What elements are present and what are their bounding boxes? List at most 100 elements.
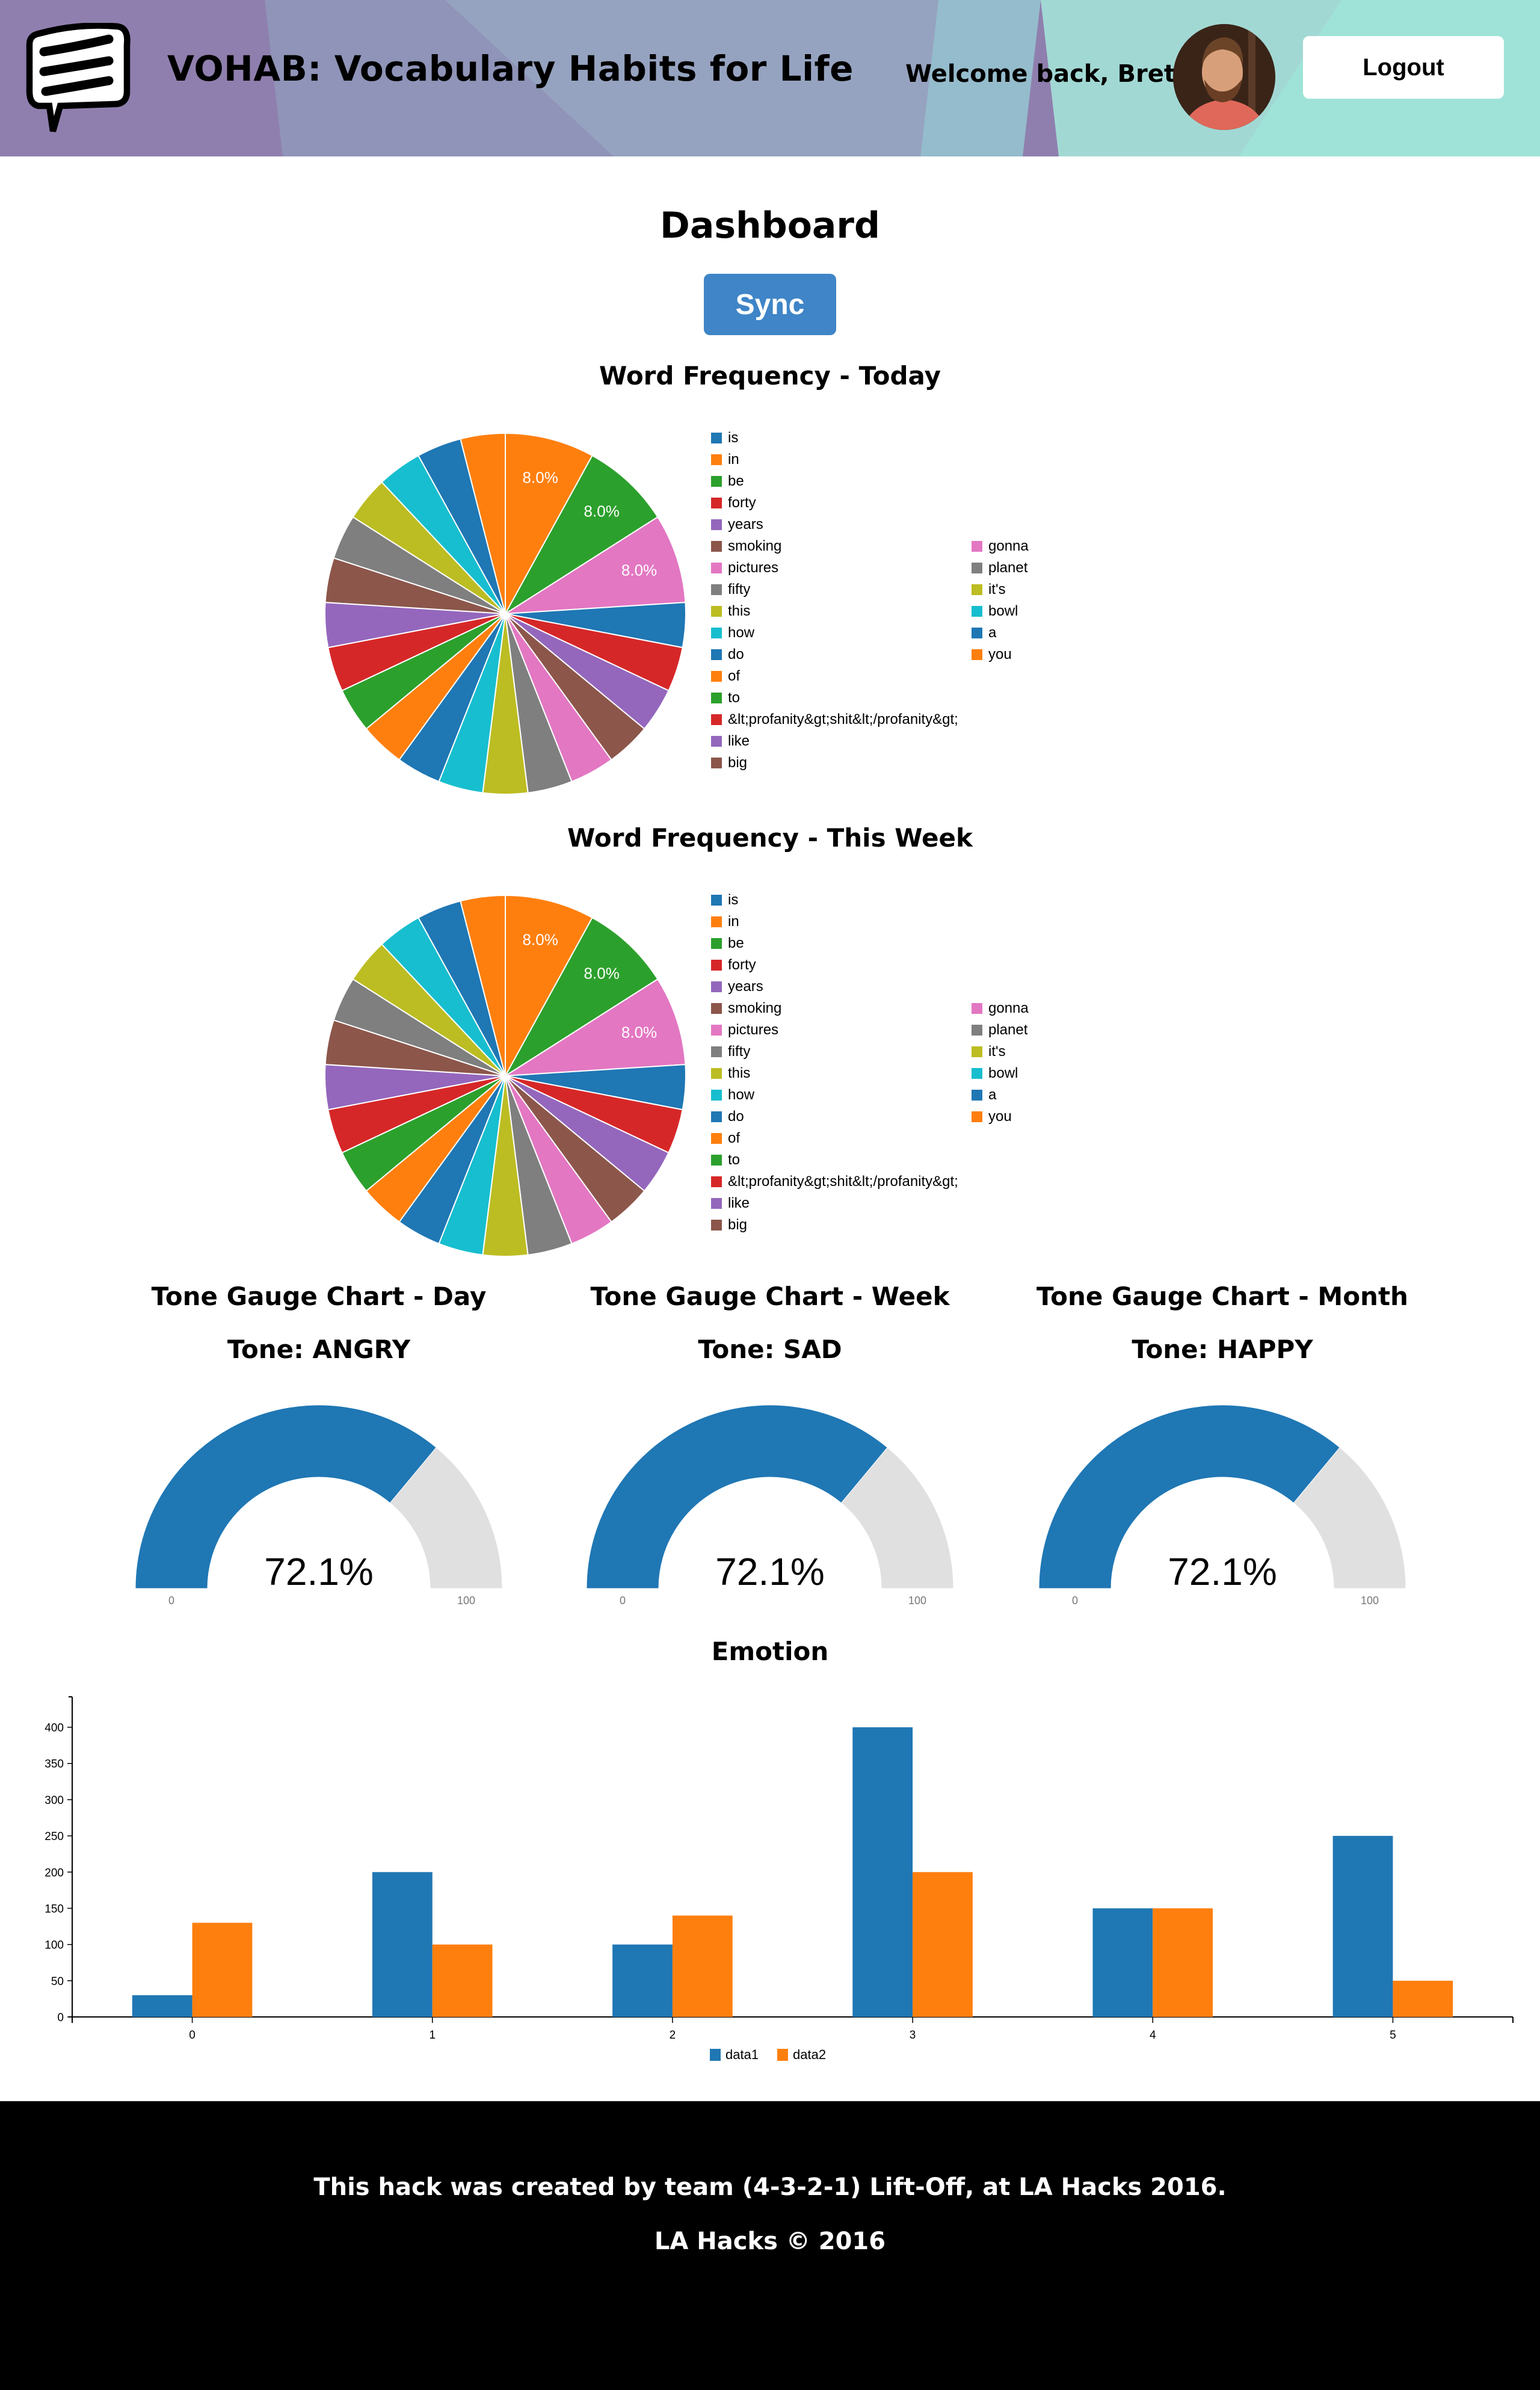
bar-data1-2[interactable] [612, 1944, 673, 2017]
gauge-fill [135, 1404, 437, 1589]
legend-label: years [728, 978, 763, 995]
legend-item[interactable]: you [972, 646, 1012, 663]
bar-data2-0[interactable] [192, 1922, 253, 2017]
legend-item[interactable]: how [711, 1087, 754, 1104]
pie-slice-you[interactable] [460, 432, 506, 614]
legend-item[interactable]: smoking [711, 1000, 781, 1017]
legend-label-data2[interactable]: data2 [793, 2047, 826, 2062]
legend-item[interactable]: be [711, 935, 744, 952]
word-frequency-week-chart: 8.0% 8.0% 8.0% is in be forty years smoking pict… [313, 883, 1095, 1268]
legend-label: forty [728, 495, 756, 511]
x-tick-label: 4 [1150, 2029, 1156, 2042]
legend-item[interactable]: in [711, 451, 739, 468]
legend-swatch [711, 1068, 722, 1079]
legend-item[interactable]: is [711, 892, 738, 909]
legend-label: do [728, 1108, 744, 1125]
legend-item[interactable]: planet [972, 560, 1027, 576]
legend-item[interactable]: big [711, 755, 747, 771]
legend-item[interactable]: you [972, 1108, 1012, 1125]
legend-item[interactable]: like [711, 1195, 750, 1212]
legend-item[interactable]: pictures [711, 1022, 778, 1039]
legend-label: to [728, 1152, 741, 1168]
legend-swatch [711, 584, 722, 595]
legend-item[interactable]: &lt;profanity&gt;shit&lt;/profanity&gt; [711, 711, 958, 728]
legend-item[interactable]: it's [972, 581, 1006, 598]
legend-label: is [728, 430, 739, 446]
legend-swatch-data1[interactable] [710, 2049, 721, 2061]
pie-slice-be[interactable] [505, 916, 659, 1076]
legend-item[interactable]: fifty [711, 1043, 750, 1060]
legend-swatch [711, 519, 722, 530]
pie-slice-label: 8.0% [523, 468, 558, 486]
pie-slice-in[interactable] [505, 894, 593, 1076]
bar-data1-4[interactable] [1092, 1908, 1153, 2017]
legend-item[interactable]: is [711, 430, 738, 446]
legend-swatch [711, 563, 722, 573]
legend-swatch [972, 1090, 982, 1101]
legend-item[interactable]: like [711, 733, 750, 750]
avatar[interactable] [1173, 24, 1275, 130]
legend-item[interactable]: it's [972, 1043, 1006, 1060]
legend-label-data1[interactable]: data1 [725, 2047, 759, 2062]
logout-button[interactable]: Logout [1303, 36, 1504, 99]
x-tick-label: 0 [189, 2029, 196, 2042]
speech-bubble-icon[interactable] [24, 23, 132, 135]
legend-item[interactable]: forty [711, 957, 756, 974]
legend-item[interactable]: gonna [972, 538, 1029, 555]
page-title: Dashboard [660, 205, 880, 247]
pie-slice-in[interactable] [505, 432, 593, 614]
legend-item[interactable]: years [711, 516, 763, 533]
legend-item[interactable]: fifty [711, 581, 750, 598]
legend-label: in [728, 913, 739, 930]
legend-item[interactable]: this [711, 603, 750, 620]
bar-data2-1[interactable] [432, 1944, 493, 2017]
legend-item[interactable]: this [711, 1065, 750, 1082]
legend-item[interactable]: of [711, 1130, 740, 1147]
footer: This hack was created by team (4-3-2-1) … [0, 2101, 1540, 2390]
legend-item[interactable]: &lt;profanity&gt;shit&lt;/profanity&gt; [711, 1173, 958, 1190]
legend-swatch [972, 541, 982, 552]
legend-item[interactable]: bowl [972, 603, 1018, 620]
sync-button[interactable]: Sync [704, 274, 836, 335]
user-photo-icon [1173, 24, 1275, 130]
legend-item[interactable]: be [711, 473, 744, 490]
legend-item[interactable]: in [711, 913, 739, 930]
legend-swatch [711, 1003, 722, 1014]
pie-slice-you[interactable] [460, 894, 506, 1076]
legend-item[interactable]: big [711, 1217, 747, 1234]
bar-data2-4[interactable] [1153, 1908, 1213, 2017]
bar-data1-3[interactable] [852, 1727, 913, 2017]
legend-item[interactable]: pictures [711, 560, 778, 576]
pie-slice-gonna[interactable] [505, 516, 686, 614]
legend-item[interactable]: do [711, 1108, 744, 1125]
legend-label: it's [988, 581, 1006, 598]
legend-item[interactable]: of [711, 668, 740, 685]
legend-label: bowl [988, 1065, 1018, 1081]
legend-swatch [711, 671, 722, 682]
bar-data1-0[interactable] [132, 1995, 192, 2017]
pie-slice-gonna[interactable] [505, 978, 686, 1076]
legend-item[interactable]: a [972, 625, 996, 641]
x-tick-label: 2 [670, 2029, 676, 2042]
bar-data2-5[interactable] [1393, 1980, 1453, 2017]
pie-slice-be[interactable] [505, 454, 659, 614]
legend-item[interactable]: how [711, 625, 754, 641]
legend-item[interactable]: do [711, 646, 744, 663]
legend-label: fifty [728, 1043, 751, 1060]
legend-item[interactable]: years [711, 978, 763, 995]
bar-data1-1[interactable] [372, 1872, 433, 2017]
bar-data2-3[interactable] [913, 1872, 973, 2017]
gauge-max-label: 100 [457, 1595, 475, 1607]
legend-item[interactable]: to [711, 1152, 740, 1169]
legend-item[interactable]: bowl [972, 1065, 1018, 1082]
bar-data2-2[interactable] [672, 1915, 733, 2017]
legend-item[interactable]: smoking [711, 538, 781, 555]
legend-swatch [711, 1111, 722, 1122]
legend-item[interactable]: forty [711, 495, 756, 511]
legend-item[interactable]: gonna [972, 1000, 1029, 1017]
legend-item[interactable]: to [711, 690, 740, 706]
bar-data1-5[interactable] [1332, 1836, 1393, 2017]
legend-item[interactable]: a [972, 1087, 996, 1104]
legend-swatch-data2[interactable] [777, 2049, 788, 2061]
legend-item[interactable]: planet [972, 1022, 1027, 1039]
